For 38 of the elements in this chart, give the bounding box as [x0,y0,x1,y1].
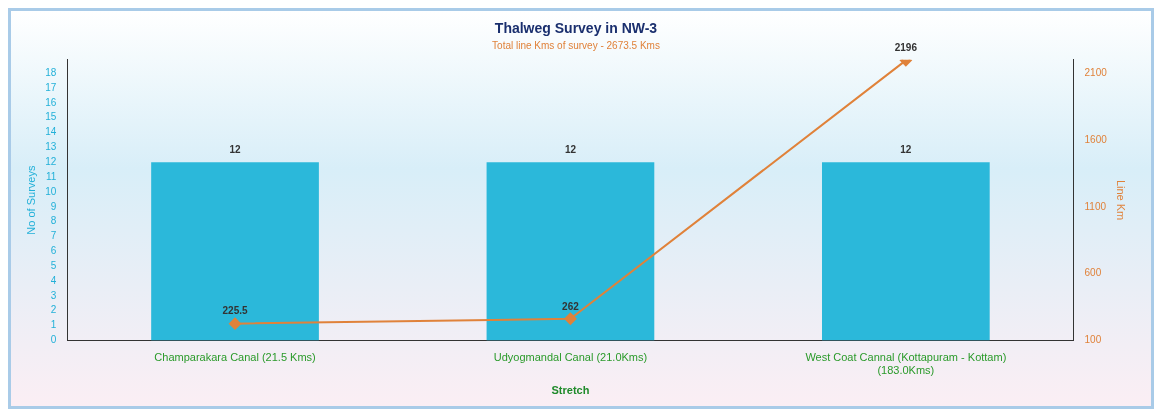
y-tick-label: 8 [50,215,57,227]
y-tick-label: 15 [45,111,57,123]
chart-title: Thalweg Survey in NW-3 [494,20,658,37]
y-tick-label: 14 [45,126,57,138]
y-tick-label: 11 [45,170,57,182]
y-tick-label: 17 [45,81,57,93]
y-tick-label: 13 [45,141,57,153]
y-tick-label: 0 [50,334,57,346]
y2-tick-label: 100 [1084,334,1102,346]
y-axis-title: No of Surveys [24,165,37,235]
data-label: 12 [564,143,577,155]
data-label: 12 [229,143,242,155]
y-tick-label: 6 [50,245,57,257]
y-tick-label: 3 [50,289,57,301]
chart-subtitle: Total line Kms of survey - 2673.5 Kms [492,39,660,51]
y2-tick-label: 1600 [1084,133,1108,145]
y-tick-label: 18 [45,66,57,78]
data-label: 2196 [894,42,918,54]
x-axis-title: Stretch [551,384,590,397]
y-tick-label: 10 [45,185,57,197]
data-label: 225.5 [222,305,248,317]
y-tick-label: 12 [45,155,57,167]
y-tick-label: 7 [50,230,57,242]
y-tick-label: 16 [45,96,57,108]
y2-axis-title: Line Km [1115,179,1128,221]
y2-tick-label: 1100 [1084,200,1107,212]
y-tick-label: 2 [50,304,57,316]
x-tick-label: West Coat Cannal (Kottapuram - Kottam) (183.0Kms) [805,351,1007,377]
y2-tick-label: 2100 [1084,66,1108,78]
y-tick-label: 5 [50,259,57,271]
y-tick-label: 9 [50,200,57,212]
x-tick-label: Champarakara Canal (21.5 Kms) [154,351,316,364]
y2-tick-label: 600 [1084,267,1102,279]
data-label: 12 [900,143,912,155]
y-tick-label: 4 [50,274,57,286]
y-tick-label: 1 [50,319,57,331]
data-label: 262 [562,300,580,312]
x-tick-label: Udyogmandal Canal (21.0Kms) [493,351,648,364]
